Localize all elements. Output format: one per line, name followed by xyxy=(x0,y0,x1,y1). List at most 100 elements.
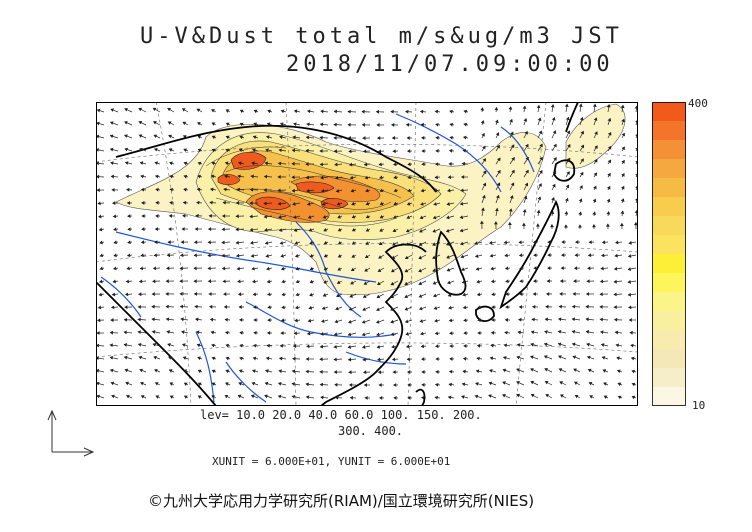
wind-arrowhead xyxy=(363,281,368,285)
wind-arrowhead xyxy=(517,330,521,335)
wind-arrowhead xyxy=(607,159,612,164)
wind-arrowhead xyxy=(538,183,542,187)
wind-arrowhead xyxy=(140,381,144,386)
wind-arrowhead xyxy=(379,175,383,180)
wind-arrowhead xyxy=(179,304,184,309)
wind-arrowhead xyxy=(600,343,605,347)
wind-arrowhead xyxy=(616,356,620,361)
wind-arrowhead xyxy=(531,305,536,309)
wind-arrowhead xyxy=(390,307,394,311)
wind-arrowhead xyxy=(277,201,282,206)
wind-arrowhead xyxy=(239,330,243,335)
wind-arrowhead xyxy=(195,213,199,218)
wind-arrowhead xyxy=(306,122,310,127)
wind-arrowhead xyxy=(391,344,395,349)
wind-arrowhead xyxy=(225,148,230,153)
wind-arrowhead xyxy=(504,318,509,322)
wind-arrowhead xyxy=(291,188,296,193)
wind-arrowhead xyxy=(435,344,439,349)
wind-arrowhead xyxy=(552,170,557,175)
wind-arrowhead xyxy=(137,317,141,322)
wind-arrowhead xyxy=(138,107,143,112)
wind-arrowhead xyxy=(390,319,394,324)
wind-arrowhead xyxy=(250,394,255,399)
wind-arrowhead xyxy=(525,143,529,148)
wind-arrowhead xyxy=(393,395,397,400)
wind-arrowhead xyxy=(449,357,453,361)
wind-arrowhead xyxy=(155,187,159,192)
wind-arrowhead xyxy=(238,369,243,373)
wind-arrowhead xyxy=(319,135,323,140)
wind-arrowhead xyxy=(306,344,310,349)
wind-arrowhead xyxy=(151,292,155,297)
wind-arrowhead xyxy=(511,169,515,174)
wind-arrowhead xyxy=(169,174,173,179)
wind-arrowhead xyxy=(530,330,535,335)
wind-arrowhead xyxy=(211,356,216,361)
wind-arrowhead xyxy=(574,253,578,257)
wind-arrowhead xyxy=(600,266,604,271)
wind-arrowhead xyxy=(280,254,285,258)
wind-arrowhead xyxy=(266,266,270,271)
wind-arrowhead xyxy=(488,240,493,245)
wind-arrowhead xyxy=(252,356,257,361)
wind-arrowhead xyxy=(96,356,100,361)
wind-arrowhead xyxy=(168,214,173,218)
wind-arrowhead xyxy=(530,393,535,398)
wind-arrowhead xyxy=(291,394,296,399)
wind-arrowhead xyxy=(406,136,410,140)
wind-arrowhead xyxy=(153,253,157,258)
wind-arrowhead xyxy=(165,317,170,322)
wind-arrowhead xyxy=(511,157,515,161)
wind-arrowhead xyxy=(448,382,452,387)
wind-arrowhead xyxy=(552,183,556,188)
wind-arrowhead xyxy=(109,343,113,348)
wind-arrowhead xyxy=(631,382,636,387)
wind-arrowhead xyxy=(140,240,145,245)
wind-arrowhead xyxy=(496,157,501,162)
wind-arrowhead xyxy=(405,122,410,127)
wind-arrowhead xyxy=(193,240,198,245)
wind-arrowhead xyxy=(165,279,169,284)
wind-arrowhead xyxy=(558,304,562,309)
wind-arrowhead xyxy=(113,227,117,232)
wind-arrowhead xyxy=(196,108,201,112)
wind-arrowhead xyxy=(613,305,617,309)
wind-arrowhead xyxy=(182,135,187,139)
wind-arrowhead xyxy=(379,188,384,193)
wind-arrowhead xyxy=(127,227,131,232)
wind-arrowhead xyxy=(109,330,114,335)
wind-arrowhead xyxy=(193,253,197,258)
wind-arrowhead xyxy=(292,344,297,349)
wind-arrowhead xyxy=(225,369,230,374)
wind-arrowhead xyxy=(278,215,282,219)
wind-arrowhead xyxy=(629,330,633,335)
wind-arrowhead xyxy=(507,221,512,226)
wind-arrowhead xyxy=(508,208,513,212)
wind-arrowhead xyxy=(461,395,465,399)
wind-arrowhead xyxy=(264,381,269,386)
wind-arrowhead xyxy=(195,317,199,322)
wind-arrowhead xyxy=(592,103,597,108)
wind-arrowhead xyxy=(551,197,555,201)
dust-shading xyxy=(115,103,626,296)
wind-arrowhead xyxy=(449,331,453,336)
wind-arrowhead xyxy=(334,395,339,400)
wind-arrowhead xyxy=(180,317,184,322)
wind-arrowhead xyxy=(550,104,555,108)
wind-arrowhead xyxy=(433,202,437,206)
wind-arrowhead xyxy=(393,162,397,167)
wind-arrowhead xyxy=(305,135,310,140)
wind-arrowhead xyxy=(614,253,618,258)
wind-arrowhead xyxy=(239,318,243,322)
wind-arrowhead xyxy=(392,242,396,246)
wind-arrowhead xyxy=(449,109,453,114)
wind-arrowhead xyxy=(333,149,337,154)
wind-arrowhead xyxy=(96,121,100,126)
wind-arrowhead xyxy=(502,393,506,398)
wind-arrowhead xyxy=(166,253,171,258)
wind-arrowhead xyxy=(404,268,409,273)
dust-max-5 xyxy=(320,198,349,210)
colorbar-segment xyxy=(652,102,686,122)
wind-arrowhead xyxy=(447,175,452,180)
